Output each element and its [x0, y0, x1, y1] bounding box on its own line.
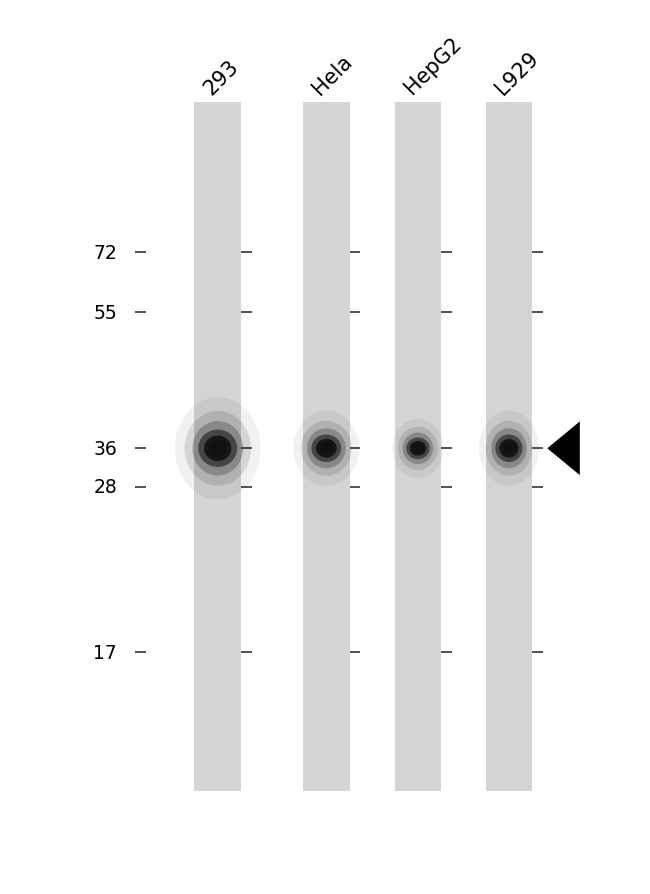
Ellipse shape — [320, 443, 333, 455]
Bar — [486, 103, 532, 791]
Ellipse shape — [311, 435, 341, 462]
Ellipse shape — [175, 398, 261, 500]
Ellipse shape — [293, 411, 359, 486]
Text: Hela: Hela — [309, 51, 356, 98]
Ellipse shape — [499, 440, 519, 458]
Bar — [395, 103, 441, 791]
Ellipse shape — [392, 419, 444, 478]
Ellipse shape — [410, 442, 426, 456]
Ellipse shape — [398, 427, 438, 470]
Text: 36: 36 — [93, 439, 117, 459]
Ellipse shape — [204, 436, 231, 461]
Ellipse shape — [403, 433, 433, 465]
Bar — [194, 103, 241, 791]
Ellipse shape — [486, 421, 532, 477]
Text: 293: 293 — [200, 56, 242, 98]
Ellipse shape — [185, 411, 251, 486]
Ellipse shape — [198, 430, 237, 468]
Bar — [303, 103, 350, 791]
Ellipse shape — [479, 411, 539, 486]
Ellipse shape — [209, 441, 227, 458]
Text: 55: 55 — [93, 303, 117, 323]
Ellipse shape — [301, 421, 352, 477]
Ellipse shape — [491, 429, 526, 468]
Ellipse shape — [307, 429, 346, 468]
Text: HepG2: HepG2 — [400, 34, 465, 98]
Ellipse shape — [316, 440, 337, 458]
Polygon shape — [547, 422, 580, 476]
Ellipse shape — [503, 443, 515, 455]
Ellipse shape — [413, 444, 423, 454]
Ellipse shape — [192, 422, 243, 476]
Ellipse shape — [406, 438, 430, 460]
Text: L929: L929 — [491, 47, 542, 98]
Text: 72: 72 — [93, 243, 117, 263]
Ellipse shape — [495, 435, 523, 462]
Text: 17: 17 — [93, 643, 117, 662]
Text: 28: 28 — [93, 477, 117, 497]
